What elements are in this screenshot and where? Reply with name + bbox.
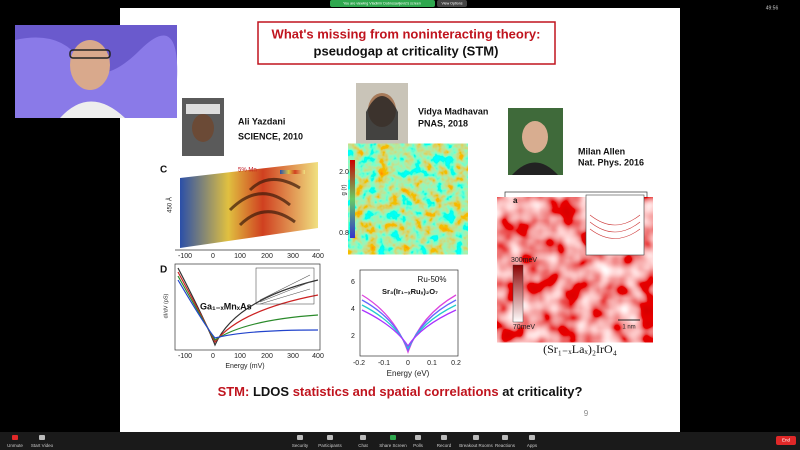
toolbar-label[interactable]: Security <box>292 443 309 448</box>
x-tick-label: 100 <box>234 253 246 260</box>
timer: 49:56 <box>766 5 779 11</box>
y-tick-label: 2 <box>351 333 355 340</box>
toolbar-label[interactable]: Apps <box>527 443 538 448</box>
x-tick-label: 300 <box>287 353 299 360</box>
banner-text: You are viewing Vladimir Dobrosavljevic'… <box>343 1 421 5</box>
author-ref: PNAS, 2018 <box>418 118 468 128</box>
toolbar-icon[interactable] <box>473 435 479 440</box>
toolbar-icon[interactable] <box>502 435 508 440</box>
toolbar-label[interactable]: Share Screen <box>379 443 407 448</box>
x-tick-label: 200 <box>261 253 273 260</box>
video-thumbnail <box>15 25 178 118</box>
panel-note: 5% Mn <box>238 168 257 174</box>
question: STM: LDOS statistics and spatial correla… <box>218 384 583 399</box>
toolbar-icon[interactable] <box>327 435 333 440</box>
x-tick-label: -100 <box>178 353 192 360</box>
y-tick-label: 4 <box>351 306 355 313</box>
x-tick-label: 0.2 <box>451 360 461 367</box>
spectra-plot <box>359 269 459 357</box>
x-tick-label: 400 <box>312 353 324 360</box>
colorbar-tick: 70meV <box>513 324 536 331</box>
toolbar-label[interactable]: Start Video <box>31 443 54 448</box>
panel-material: Ga₁₋ₓMnₓAs <box>200 301 252 311</box>
x-tick-label: 0 <box>211 253 215 260</box>
toolbar <box>0 432 800 450</box>
author-name: Vidya Madhavan <box>418 106 488 116</box>
photo <box>182 98 224 156</box>
author-name: Milan Allen <box>578 146 625 156</box>
end-button[interactable] <box>776 436 796 445</box>
toolbar-icon[interactable] <box>529 435 535 440</box>
question-part: LDOS <box>249 384 289 399</box>
conductance-map <box>358 153 458 245</box>
toolbar-label[interactable]: Reactions <box>495 443 516 448</box>
slide-title: What's missing from noninteracting theor… <box>272 26 541 41</box>
colorbar-tick: 300meV <box>511 257 537 264</box>
page-number: 9 <box>584 409 589 418</box>
x-tick-label: 0 <box>211 353 215 360</box>
title-box <box>257 21 556 65</box>
x-tick-label: 100 <box>234 353 246 360</box>
slide-subtitle: pseudogap at criticality (STM) <box>314 43 499 58</box>
banner <box>330 0 435 7</box>
toolbar-icon[interactable] <box>415 435 421 440</box>
toolbar-icon[interactable] <box>39 435 45 440</box>
x-tick-label: 200 <box>261 353 273 360</box>
toolbar-label[interactable]: Polls <box>413 443 424 448</box>
toolbar-label[interactable]: Unmute <box>7 443 23 448</box>
panel-d <box>174 263 321 351</box>
scale-label: 1 nm <box>622 325 635 331</box>
x-tick-label: -0.1 <box>378 360 390 367</box>
colorbar-label: g (r) <box>342 185 348 196</box>
photo <box>508 108 563 175</box>
plot-material: Sr₃(Ir₁₋ₓRuₓ)₂O₇ <box>382 287 438 296</box>
panel-c <box>175 162 320 251</box>
panel-label: a <box>513 196 518 205</box>
colorbar-tick: 0.8 <box>339 230 349 237</box>
colorbar <box>350 160 355 238</box>
panel-scale: 450 Å <box>167 197 174 213</box>
x-tick-label: -100 <box>178 253 192 260</box>
x-tick-label: 0 <box>406 360 410 367</box>
material: (Sr₁₋ₓLaₓ)₂IrO₄ <box>543 342 617 356</box>
x-tick-label: 400 <box>312 253 324 260</box>
author-ref: Nat. Phys. 2016 <box>578 157 644 167</box>
photo <box>356 83 408 145</box>
toolbar-icon[interactable] <box>297 435 303 440</box>
toolbar-label[interactable]: Participants <box>318 443 342 448</box>
question-part: STM: <box>218 384 250 399</box>
view-options-text[interactable]: View Options <box>441 1 462 5</box>
x-tick-label: -0.2 <box>353 360 365 367</box>
x-axis-label: Energy (mV) <box>225 363 264 370</box>
toolbar-icon[interactable] <box>12 435 18 440</box>
toolbar-items: Unmute Start Video Security Participants Cha… <box>7 435 538 448</box>
view-options[interactable] <box>437 0 467 7</box>
x-tick-label: 300 <box>287 253 299 260</box>
toolbar-label[interactable]: Breakout Rooms <box>459 443 493 448</box>
y-tick-label: 6 <box>351 279 355 286</box>
end-label[interactable]: End <box>782 438 791 443</box>
toolbar-label[interactable]: Chat <box>358 443 368 448</box>
y-axis-label: dI/dV (pS) <box>163 293 169 318</box>
colorbar-tick: 2.0 <box>339 169 349 176</box>
x-axis-label: Energy (eV) <box>387 369 430 378</box>
toolbar-icon[interactable] <box>441 435 447 440</box>
gap-map <box>504 191 648 336</box>
toolbar-icon[interactable] <box>390 435 396 440</box>
author-ref: SCIENCE, 2010 <box>238 131 303 141</box>
plot-note: Ru-50% <box>418 275 447 284</box>
toolbar-label[interactable]: Record <box>437 443 452 448</box>
toolbar-icon[interactable] <box>360 435 366 440</box>
panel-label: D <box>160 265 167 276</box>
question-part: statistics and spatial correlations <box>289 384 499 399</box>
panel-label: C <box>160 165 167 176</box>
x-tick-label: 0.1 <box>427 360 437 367</box>
question-part: at criticality? <box>499 384 583 399</box>
author-name: Ali Yazdani <box>238 116 285 126</box>
